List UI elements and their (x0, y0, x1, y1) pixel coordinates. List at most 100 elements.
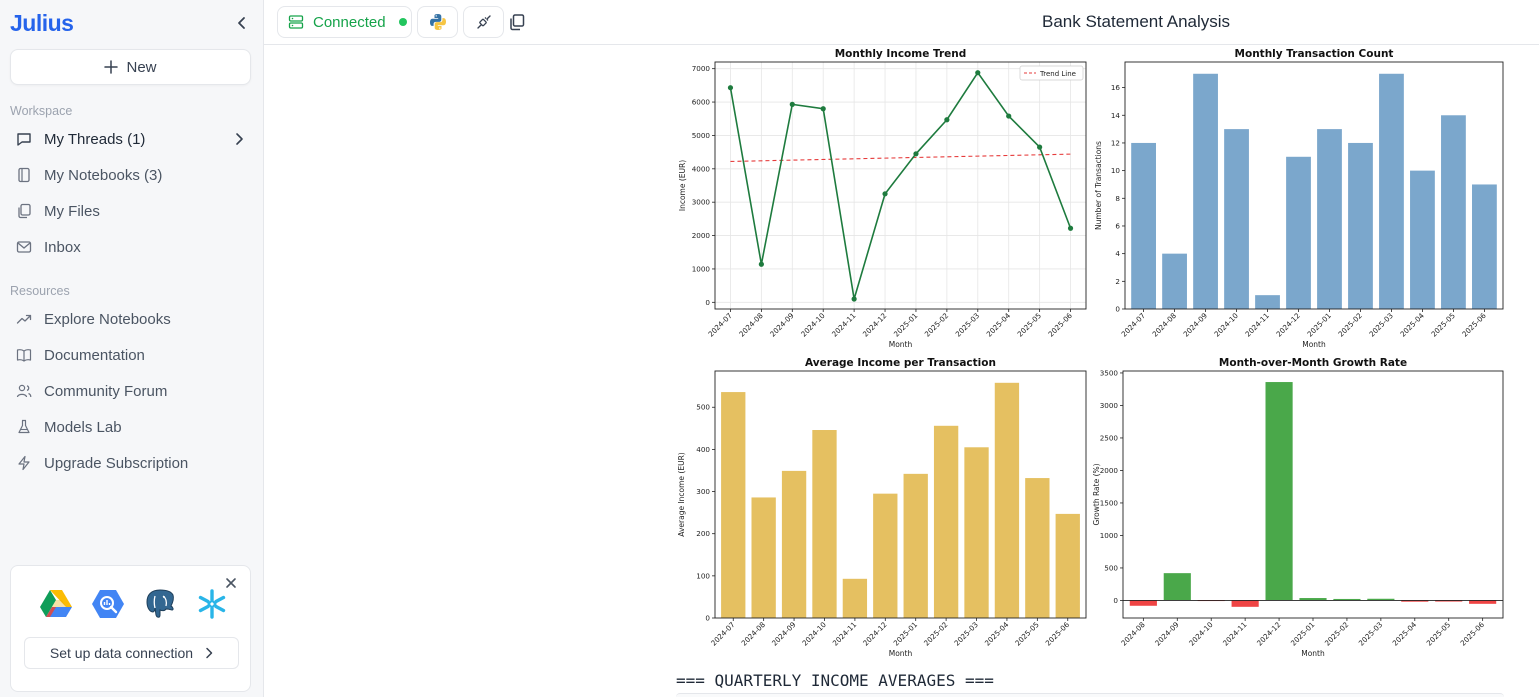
axes-frame (714, 61, 1087, 310)
bar (1401, 600, 1429, 602)
data-point (944, 117, 950, 123)
copy-icon[interactable] (508, 13, 526, 31)
resources-section-label: Resources (10, 284, 70, 298)
x-tick-label: 2024-12 (1255, 620, 1283, 648)
set-up-data-connection-button[interactable]: Set up data connection (24, 637, 239, 669)
data-point (820, 106, 826, 112)
data-point (1067, 225, 1074, 231)
x-tick-label: 2025-03 (952, 620, 980, 648)
x-axis-label: Month (889, 649, 913, 658)
server-icon (288, 15, 304, 29)
flask-icon (10, 419, 44, 435)
sidebar-item-models-lab[interactable]: Models Lab (10, 411, 254, 443)
data-point (882, 191, 888, 197)
bar (1129, 600, 1157, 606)
notebook-icon (10, 167, 44, 183)
y-tick-label: 1500 (1100, 498, 1119, 507)
new-thread-button[interactable]: New (10, 49, 251, 85)
postgresql-icon (146, 589, 174, 618)
y-tick-label: 3000 (692, 198, 711, 207)
bigquery-icon (92, 590, 124, 618)
y-tick-label: 2 (1115, 277, 1120, 286)
sidebar-item-my-files[interactable]: My Files (10, 195, 254, 227)
plug-connection-button[interactable] (463, 6, 504, 38)
x-tick-label: 2025-01 (1305, 311, 1333, 339)
x-tick-label: 2025-05 (1015, 311, 1043, 339)
chevron-left-icon (238, 17, 245, 29)
chart-legend: Trend Line (1019, 65, 1084, 81)
sidebar-item-my-notebooks[interactable]: My Notebooks (3) (10, 159, 254, 191)
quarterly-output-heading: === QUARTERLY INCOME AVERAGES === (676, 671, 994, 690)
trend-line (730, 153, 1071, 163)
bar (721, 392, 746, 618)
bar (1348, 142, 1373, 309)
bar (1055, 513, 1080, 618)
bar (1131, 142, 1156, 309)
data-point (758, 261, 764, 267)
message-square-icon (10, 131, 44, 147)
x-tick-label: 2024-07 (709, 620, 737, 648)
sidebar-item-inbox[interactable]: Inbox (10, 231, 254, 263)
sidebar-item-my-threads[interactable]: My Threads (1) (10, 123, 254, 155)
new-button-label: New (126, 58, 157, 76)
sidebar-item-documentation[interactable]: Documentation (10, 339, 254, 371)
bar (1265, 382, 1293, 601)
python-runtime-button[interactable] (417, 6, 458, 38)
bar (1367, 598, 1395, 601)
x-tick-label: 2025-06 (1046, 311, 1074, 339)
sidebar-item-explore-notebooks[interactable]: Explore Notebooks (10, 303, 254, 335)
axes-frame (714, 370, 1087, 619)
x-tick-label: 2025-01 (892, 311, 920, 339)
y-tick-label: 4000 (692, 164, 711, 173)
y-tick-label: 200 (696, 529, 710, 538)
connection-logos (39, 588, 229, 620)
bar (994, 382, 1020, 618)
connection-status-dot (398, 18, 407, 26)
legend-box (1019, 65, 1084, 81)
sidebar-item-community-forum[interactable]: Community Forum (10, 375, 254, 407)
data-point (789, 101, 795, 107)
sidebar-item-upgrade-subscription[interactable]: Upgrade Subscription (10, 447, 254, 479)
x-tick-label: 2025-06 (1458, 620, 1486, 648)
y-tick-label: 0 (705, 614, 710, 623)
bar (1410, 170, 1435, 309)
transaction-count-chart: Monthly Transaction Count 0 2 4 6 8 10 12 14 16 20… (1094, 48, 1504, 349)
x-tick-label: 2025-02 (1336, 311, 1364, 339)
x-tick-label: 2024-08 (1150, 311, 1178, 339)
x-tick-label: 2025-03 (954, 311, 982, 339)
bar (1255, 295, 1280, 309)
y-tick-label: 500 (1104, 563, 1118, 572)
bar (903, 473, 928, 618)
chart-title: Month-over-Month Growth Rate (1219, 357, 1407, 369)
sidebar-item-label: Models Lab (44, 418, 122, 436)
bar (1379, 73, 1404, 309)
sidebar-item-label: My Notebooks (3) (44, 166, 163, 184)
chart-title: Monthly Income Trend (835, 48, 967, 60)
data-point (1006, 113, 1012, 119)
bar (1025, 478, 1050, 618)
y-tick-label: 10 (1111, 166, 1121, 175)
sidebar-item-label: Documentation (44, 346, 145, 364)
files-icon (10, 203, 44, 219)
x-tick-label: 2024-10 (1212, 311, 1240, 339)
users-icon (10, 383, 44, 399)
app-logo[interactable]: Julius (10, 10, 74, 36)
plug-icon (476, 15, 491, 29)
connection-status-label: Connected (313, 13, 386, 31)
x-tick-label: 2024-09 (1153, 620, 1181, 648)
bar (1435, 600, 1463, 602)
collapse-sidebar-button[interactable] (232, 12, 252, 34)
chevron-right-icon (236, 133, 243, 145)
google-drive-icon (40, 590, 72, 617)
bar (1163, 573, 1191, 601)
x-tick-label: 2024-08 (737, 311, 765, 339)
x-tick-label: 2024-09 (768, 311, 796, 339)
connection-status-button[interactable]: Connected (277, 6, 412, 38)
y-tick-label: 0 (705, 298, 710, 307)
bar (1472, 184, 1497, 309)
x-tick-label: 2024-10 (799, 311, 827, 339)
close-icon[interactable] (224, 576, 238, 590)
x-tick-label: 2025-06 (1044, 620, 1072, 648)
x-tick-label: 2024-09 (770, 620, 798, 648)
